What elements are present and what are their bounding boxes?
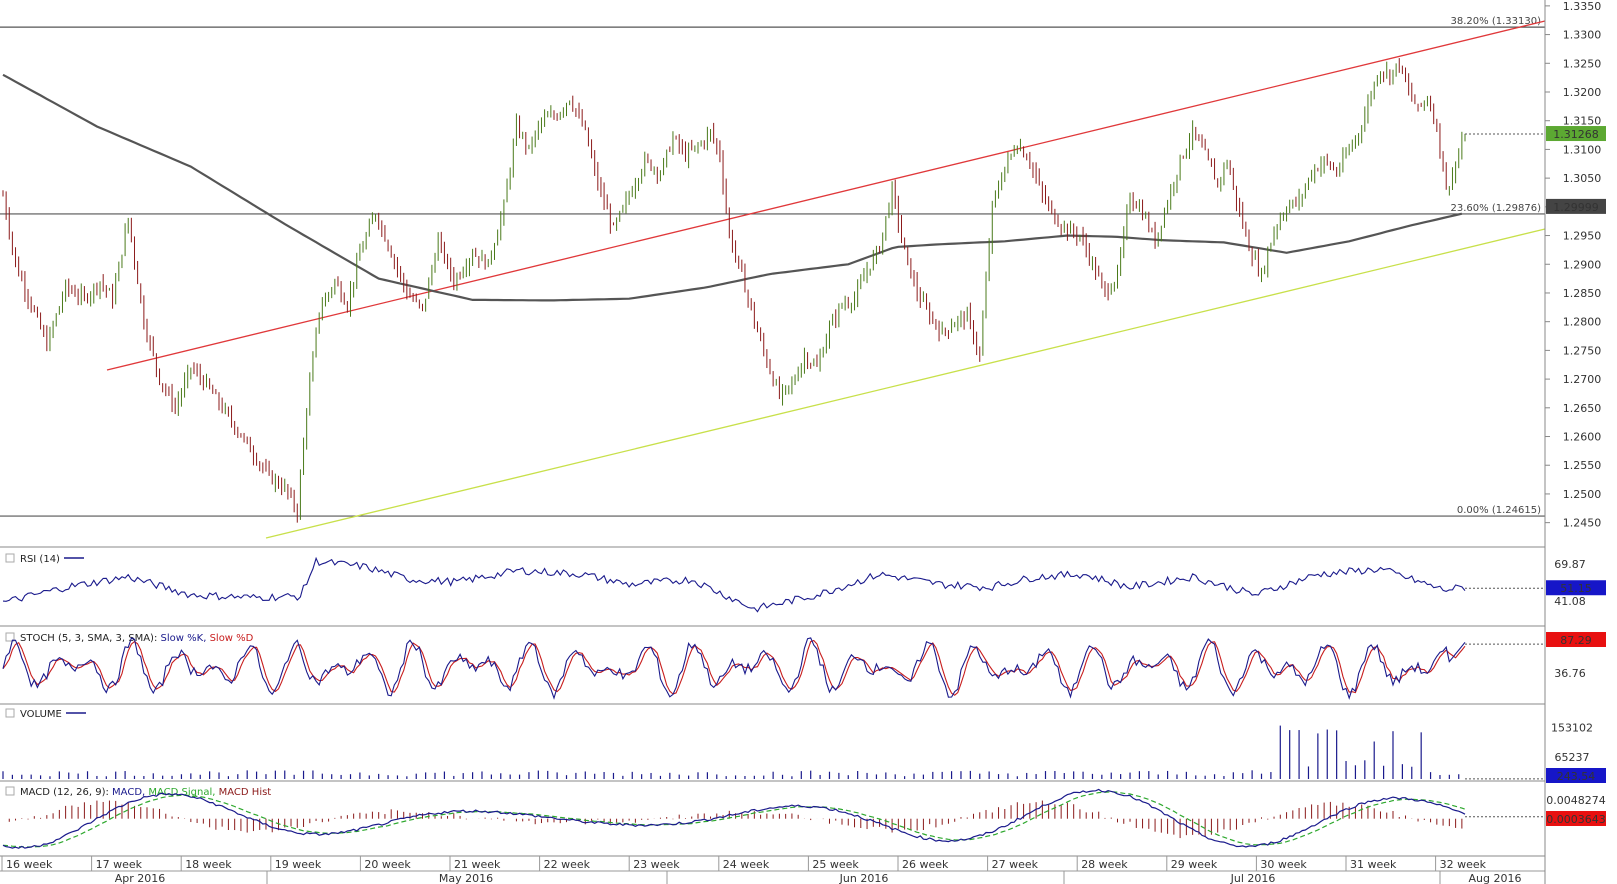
price-tick-label: 1.3250: [1563, 57, 1602, 70]
volume-title: VOLUME: [20, 709, 62, 720]
fib-level-label: 0.00% (1.24615): [1457, 505, 1541, 516]
macd-panel[interactable]: MACD (12, 26, 9): MACD, MACD Signal, MAC…: [0, 786, 1606, 857]
moving-average-line: [2, 73, 1463, 302]
macd-label: MACD,: [112, 787, 145, 798]
panel-collapse-icon[interactable]: [5, 786, 15, 796]
ohlc-bars: [2, 58, 1466, 523]
svg-text:1.29999: 1.29999: [1553, 201, 1599, 214]
price-tick-label: 1.2800: [1563, 316, 1602, 329]
week-label: 26 week: [902, 858, 949, 871]
volume-bars: [2, 725, 1460, 779]
panel-collapse-icon[interactable]: [5, 553, 15, 563]
macd-hist-label: MACD Hist: [219, 787, 272, 798]
week-label: 31 week: [1350, 858, 1397, 871]
svg-text:STOCH (5, 3, SMA, 3, SMA): Slo: STOCH (5, 3, SMA, 3, SMA): Slow %K, Slow…: [20, 633, 254, 644]
fib-level-label: 23.60% (1.29876): [1451, 203, 1542, 214]
price-tick-label: 1.2750: [1563, 344, 1602, 357]
stoch-d-line: [2, 639, 1466, 696]
time-axis: 16 week 17 week 18 week 19 week 20 week 21 we…: [0, 0, 1546, 884]
price-tick-label: 1.2450: [1563, 517, 1602, 530]
price-tick-label: 1.2650: [1563, 402, 1602, 415]
stoch-k-line: [2, 637, 1466, 700]
macd-title: MACD (12, 26, 9):: [20, 787, 109, 798]
panel-collapse-icon[interactable]: [5, 708, 15, 718]
price-tick-label: 1.3200: [1563, 86, 1602, 99]
week-label: 19 week: [275, 858, 322, 871]
trend-lines: [106, 20, 1546, 539]
rsi-title: RSI (14): [20, 554, 60, 565]
price-tick-label: 1.3050: [1563, 172, 1602, 185]
month-labels: Apr 2016 May 2016 Jun 2016 Jul 2016 Aug 2016: [115, 871, 1522, 884]
week-label: 22 week: [544, 858, 591, 871]
stoch-k-label: Slow %K,: [161, 633, 207, 644]
week-label: 20 week: [364, 858, 411, 871]
fib-levels: 38.20% (1.33130) 23.60% (1.29876) 0.00% (1…: [0, 16, 1545, 517]
price-tick-label: 1.3350: [1563, 0, 1602, 13]
rsi-last-value: 51.15: [1560, 582, 1592, 595]
week-label: 28 week: [1081, 858, 1128, 871]
price-tick-label: 1.2500: [1563, 488, 1602, 501]
rsi-line: [2, 556, 1466, 613]
price-panel[interactable]: 38.20% (1.33130) 23.60% (1.29876) 0.00% (1…: [0, 0, 1606, 548]
week-label: 24 week: [723, 858, 770, 871]
price-tick-label: 1.2950: [1563, 230, 1602, 243]
lower-trend-line: [265, 228, 1546, 539]
week-label: 30 week: [1260, 858, 1307, 871]
svg-text:1.31268: 1.31268: [1553, 128, 1599, 141]
price-tick-label: 1.2850: [1563, 287, 1602, 300]
week-label: 25 week: [812, 858, 859, 871]
week-label: 21 week: [454, 858, 501, 871]
week-label: 18 week: [185, 858, 232, 871]
price-tick-label: 1.2700: [1563, 373, 1602, 386]
volume-last-value: 243.54: [1557, 770, 1596, 783]
upper-trend-line: [106, 20, 1546, 371]
macd-signal-line: [2, 791, 1466, 848]
month-label: Apr 2016: [115, 872, 166, 884]
stochastic-panel[interactable]: STOCH (5, 3, SMA, 3, SMA): Slow %K, Slow…: [0, 632, 1606, 705]
price-axis: 1.3350 1.3300 1.3250 1.3200 1.3150 1.3100 1.30…: [1545, 0, 1601, 530]
macd-last-value: 0.0003643: [1546, 813, 1606, 826]
volume-tick-low: 65237: [1555, 751, 1590, 764]
week-label: 17 week: [96, 858, 143, 871]
stoch-tick: 36.76: [1554, 667, 1586, 680]
month-label: May 2016: [439, 872, 493, 884]
macd-tick: 0.0048274: [1546, 794, 1606, 807]
week-label: 23 week: [633, 858, 680, 871]
price-tick-label: 1.3100: [1563, 143, 1602, 156]
week-label: 16 week: [6, 858, 53, 871]
last-price-tag: 1.31268: [1546, 126, 1606, 142]
volume-tick-high: 153102: [1551, 722, 1593, 735]
rsi-tick-low: 41.08: [1554, 595, 1586, 608]
rsi-tick-high: 69.87: [1554, 558, 1586, 571]
price-tick-label: 1.2600: [1563, 431, 1602, 444]
stoch-title: STOCH (5, 3, SMA, 3, SMA):: [20, 633, 157, 644]
macd-signal-label: MACD Signal,: [148, 787, 215, 798]
week-label: 32 week: [1440, 858, 1487, 871]
price-tick-label: 1.2900: [1563, 258, 1602, 271]
month-label: Aug 2016: [1469, 872, 1522, 884]
fib-level-label: 38.20% (1.33130): [1451, 16, 1542, 27]
panel-collapse-icon[interactable]: [5, 632, 15, 642]
macd-line: [2, 788, 1466, 849]
price-tick-label: 1.2550: [1563, 459, 1602, 472]
price-tick-label: 1.3300: [1563, 29, 1602, 42]
ma-value-tag: 1.29999: [1546, 198, 1606, 214]
stoch-d-label: Slow %D: [210, 633, 254, 644]
rsi-panel[interactable]: RSI (14) 69.87 41.08 51.15: [0, 553, 1606, 627]
week-label: 27 week: [992, 858, 1039, 871]
month-label: Jul 2016: [1230, 872, 1276, 884]
stoch-last-value: 87.29: [1560, 634, 1592, 647]
week-labels: 16 week 17 week 18 week 19 week 20 week 21 we…: [1, 856, 1487, 871]
volume-panel[interactable]: VOLUME 153102 65237 243.54: [0, 708, 1606, 783]
svg-text:MACD (12, 26, 9): MACD, MACD S: MACD (12, 26, 9): MACD, MACD Signal, MAC…: [20, 787, 271, 798]
price-tick-label: 1.3150: [1563, 115, 1602, 128]
week-label: 29 week: [1171, 858, 1218, 871]
month-label: Jun 2016: [839, 872, 889, 884]
